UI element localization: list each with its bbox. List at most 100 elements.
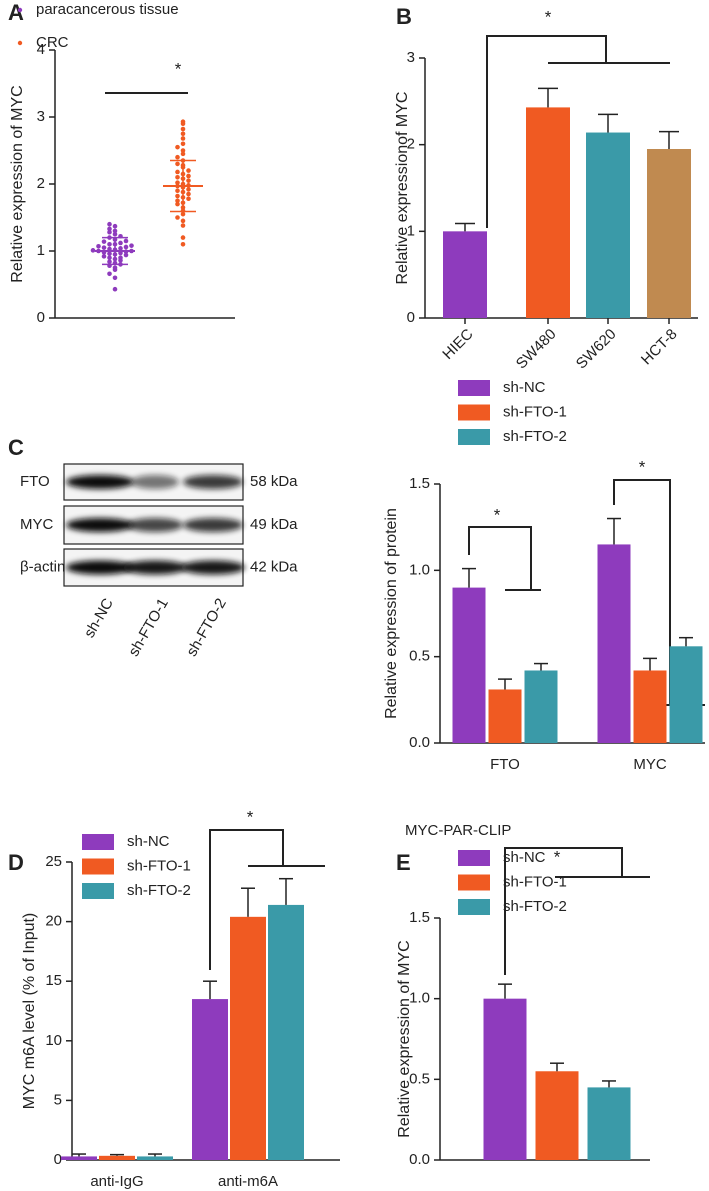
legend-label: paracancerous tissue — [36, 1, 179, 18]
data-point — [175, 180, 180, 185]
error-bar — [462, 567, 476, 588]
significance-bracket — [613, 479, 671, 705]
data-point — [175, 169, 180, 175]
data-point — [186, 173, 191, 179]
panel-letter: E — [396, 850, 411, 875]
data-point — [123, 252, 129, 258]
data-point — [175, 188, 180, 193]
legend-label: sh-FTO-2 — [127, 882, 191, 899]
x-tick-label: MYC — [633, 756, 667, 773]
blot-row-label: MYC — [20, 516, 54, 533]
data-point — [96, 244, 101, 249]
data-point — [107, 226, 112, 232]
error-bar — [72, 1153, 86, 1157]
data-point — [107, 221, 112, 227]
blot-size-label: 42 kDa — [250, 558, 298, 575]
blot-band — [66, 475, 134, 489]
error-bar — [498, 983, 512, 999]
bar — [61, 1156, 97, 1160]
legend-swatch — [82, 858, 114, 875]
x-tick-label: SW620 — [573, 326, 620, 373]
y-axis-label: MYC m6A level (% of Input) — [21, 913, 38, 1110]
blot-band — [127, 518, 183, 532]
bar — [192, 999, 228, 1160]
data-point — [107, 271, 112, 277]
blot-band — [131, 475, 179, 489]
bar — [587, 1087, 631, 1160]
y-axis-label: Relative expression of MYC — [9, 85, 26, 282]
data-point — [180, 211, 186, 217]
y-tick-label: 1.0 — [409, 990, 430, 1007]
data-point — [112, 265, 118, 271]
y-tick-label: 25 — [45, 853, 62, 870]
significance-star: * — [247, 807, 254, 826]
significance-star: * — [494, 505, 501, 524]
data-point — [180, 136, 186, 141]
data-point — [90, 248, 96, 253]
bar — [524, 670, 558, 743]
data-point — [123, 244, 129, 250]
bar — [633, 670, 667, 743]
blot-row-label: FTO — [20, 473, 50, 490]
data-point — [107, 259, 112, 265]
data-point — [101, 245, 107, 250]
significance-bracket — [468, 526, 532, 590]
bar — [526, 107, 570, 319]
data-point — [112, 223, 118, 229]
data-point — [107, 229, 112, 235]
data-point — [186, 191, 191, 197]
blot-band — [183, 518, 243, 532]
bar — [268, 904, 304, 1160]
y-tick-label: 2 — [407, 136, 415, 153]
y-axis-label: Relative expression of MYC — [396, 940, 413, 1137]
legend-label: CRC — [36, 34, 69, 51]
legend-label: sh-FTO-1 — [503, 403, 567, 420]
bar — [443, 231, 487, 318]
bar — [669, 646, 703, 743]
y-tick-label: 1.5 — [409, 475, 430, 492]
y-tick-label: 0.0 — [409, 734, 430, 751]
x-tick-label: FTO — [490, 756, 520, 773]
bar — [488, 689, 522, 743]
blot-band — [66, 560, 134, 575]
blot-band — [123, 560, 187, 575]
y-tick-label: 3 — [37, 108, 45, 125]
data-point — [175, 175, 180, 180]
bar — [586, 132, 630, 318]
bar — [647, 149, 691, 318]
blot-lane-label: sh-NC — [81, 595, 117, 640]
blot-size-label: 49 kDa — [250, 516, 298, 533]
data-point — [118, 255, 123, 260]
x-tick-label: HCT-8 — [638, 326, 681, 369]
data-point — [180, 131, 186, 137]
legend-label: sh-FTO-1 — [127, 857, 191, 874]
data-point — [112, 231, 118, 237]
y-tick-label: 10 — [45, 1032, 62, 1049]
blot-size-label: 58 kDa — [250, 473, 298, 490]
data-point — [180, 126, 186, 132]
y-tick-label: 1 — [37, 242, 45, 259]
y-axis-label: Relative expression of protein — [383, 508, 400, 719]
significance-bracket — [209, 829, 284, 970]
legend-swatch — [458, 850, 490, 866]
bar — [483, 998, 527, 1160]
y-tick-label: 4 — [37, 41, 45, 58]
error-bar — [455, 222, 475, 232]
significance-star: * — [554, 847, 561, 866]
data-point — [175, 215, 180, 220]
data-point — [180, 141, 186, 147]
y-tick-label: 2 — [37, 175, 45, 192]
y-tick-label: 0.5 — [409, 1070, 430, 1087]
y-tick-label: 1.5 — [409, 909, 430, 926]
error-bar — [534, 662, 548, 671]
significance-bracket — [504, 847, 623, 975]
error-bar — [498, 678, 512, 690]
data-point — [186, 196, 191, 202]
data-point — [112, 286, 118, 292]
error-bar — [241, 887, 255, 917]
data-point — [107, 242, 112, 247]
panel-letter: A — [8, 0, 24, 25]
data-point — [112, 228, 118, 234]
blot-lane-label: sh-FTO-1 — [125, 595, 172, 659]
blot-lane-label: sh-FTO-2 — [183, 595, 230, 659]
